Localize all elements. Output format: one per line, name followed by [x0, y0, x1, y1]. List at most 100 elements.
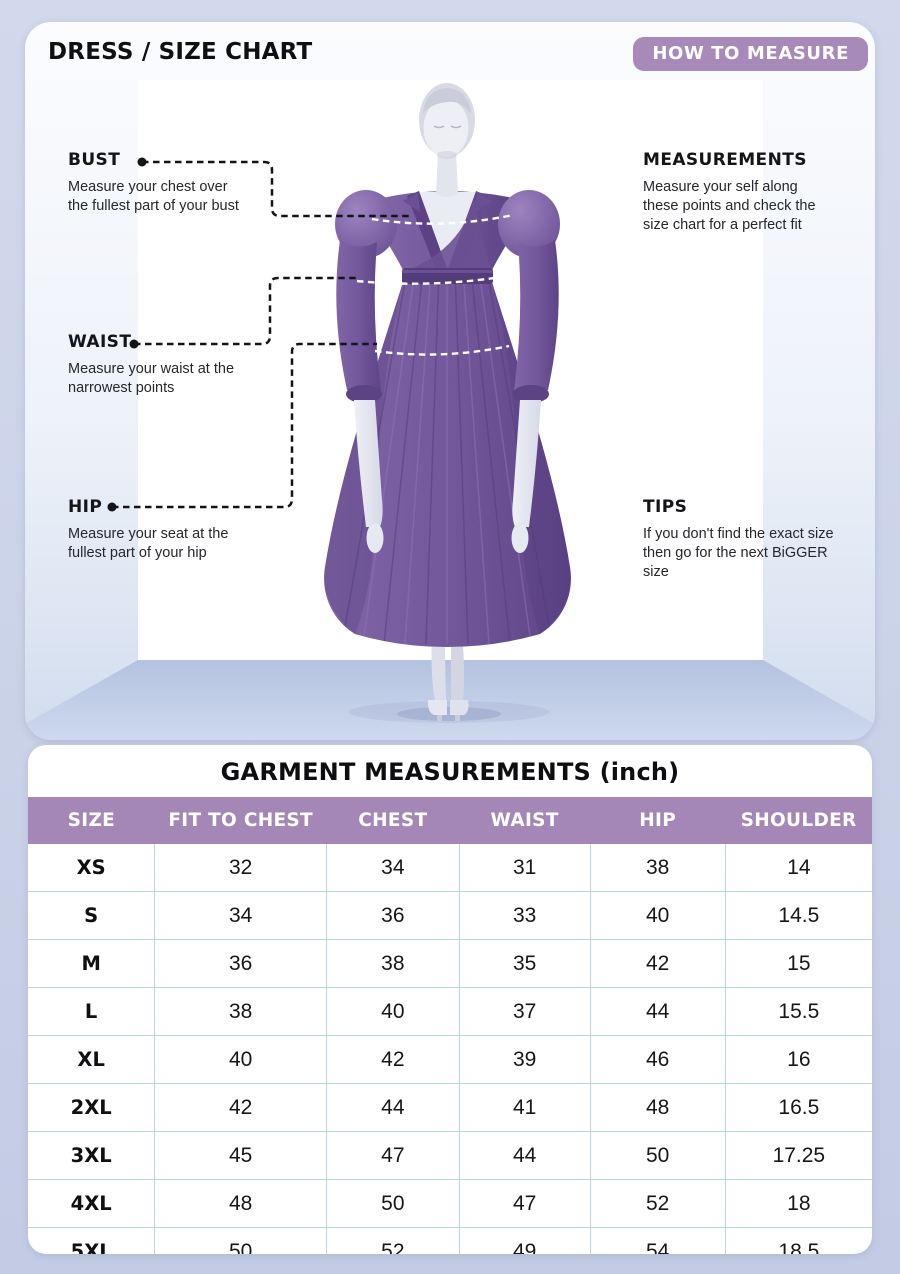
measurement-cell: 52 [326, 1227, 460, 1254]
measurement-cell: 16 [724, 1035, 872, 1084]
waist-connector [134, 276, 359, 346]
measurement-cell: 40 [326, 987, 460, 1036]
floor-shadow [397, 707, 501, 721]
measurement-cell: 14.5 [724, 891, 872, 940]
measurement-cell: 38 [154, 987, 328, 1036]
measurement-cell: 47 [326, 1131, 460, 1180]
mannequin-figure [324, 83, 571, 721]
measurement-cell: 44 [326, 1083, 460, 1132]
column-header: CHEST [326, 797, 460, 844]
measurement-cell: 45 [154, 1131, 328, 1180]
measurement-cell: 39 [458, 1035, 591, 1084]
callout-hip-description: Measure your seat at the fullest part of… [68, 526, 229, 562]
size-cell: XL [28, 1035, 156, 1084]
floor-shadow [349, 701, 549, 723]
measurement-cell: 15 [724, 939, 872, 988]
measurement-cell: 48 [589, 1083, 726, 1132]
size-cell: XS [28, 844, 156, 892]
measurement-cell: 44 [589, 987, 726, 1036]
measurement-cell: 17.25 [724, 1131, 872, 1180]
size-cell: M [28, 939, 156, 988]
measurement-cell: 14 [724, 844, 872, 892]
size-cell: S [28, 891, 156, 940]
measurement-cell: 47 [458, 1179, 591, 1228]
measurement-cell: 50 [154, 1227, 328, 1254]
table-row: 3XL 45 47 44 50 17.25 [28, 1131, 872, 1180]
measurement-cell: 41 [458, 1083, 591, 1132]
measurement-cell: 52 [589, 1179, 726, 1228]
measurement-cell: 40 [589, 891, 726, 940]
callout-measurements: MEASUREMENTS Measure your self along the… [643, 150, 835, 235]
measurement-cell: 44 [458, 1131, 591, 1180]
callout-bust-description: Measure your chest over the fullest part… [68, 179, 239, 215]
table-row: L 38 40 37 44 15.5 [28, 987, 872, 1036]
measurement-cell: 42 [154, 1083, 328, 1132]
measurement-cell: 46 [589, 1035, 726, 1084]
measurement-arcs [356, 213, 514, 356]
page-title: DRESS / SIZE CHART [48, 39, 313, 65]
column-header: SIZE [28, 797, 155, 844]
measurement-cell: 33 [458, 891, 591, 940]
measurement-cell: 36 [154, 939, 328, 988]
callout-connectors [112, 160, 409, 509]
table-row: 5XL 50 52 49 54 18.5 [28, 1227, 872, 1254]
column-header: FIT TO CHEST [154, 797, 327, 844]
measurement-cell: 42 [326, 1035, 460, 1084]
callout-bust: BUST Measure your chest over the fullest… [68, 150, 244, 216]
size-cell: 4XL [28, 1179, 156, 1228]
waist-arc [356, 275, 503, 285]
callout-measurements-description: Measure your self along these points and… [643, 179, 816, 234]
measurement-cell: 40 [154, 1035, 328, 1084]
measurement-cell: 35 [458, 939, 591, 988]
table-row: 2XL 42 44 41 48 16.5 [28, 1083, 872, 1132]
measurement-cell: 16.5 [724, 1083, 872, 1132]
measurement-cell: 50 [326, 1179, 460, 1228]
measurement-cell: 36 [326, 891, 460, 940]
connector-dots [107, 157, 147, 512]
measurement-cell: 54 [589, 1227, 726, 1254]
table-row: XL 40 42 39 46 16 [28, 1035, 872, 1084]
measurement-cell: 18.5 [724, 1227, 872, 1254]
measurement-cell: 31 [458, 844, 591, 892]
callout-measurements-label: MEASUREMENTS [643, 150, 807, 170]
bust-arc [371, 213, 514, 225]
size-table-card: GARMENT MEASUREMENTS (inch) SIZE FIT TO C… [28, 745, 872, 1254]
callout-hip: HIP Measure your seat at the fullest par… [68, 497, 244, 563]
measurement-cell: 42 [589, 939, 726, 988]
table-row: M 36 38 35 42 15 [28, 939, 872, 988]
measurement-cell: 48 [154, 1179, 328, 1228]
size-table: SIZE FIT TO CHEST CHEST WAIST HIP SHOULDER XS 3… [28, 797, 872, 1254]
size-cell: L [28, 987, 156, 1036]
how-to-measure-button[interactable]: HOW TO MEASURE [633, 37, 868, 71]
callout-hip-label: HIP [68, 497, 103, 517]
measurement-cell: 37 [458, 987, 591, 1036]
measurement-guide-card: DRESS / SIZE CHART HOW TO MEASURE BUST M… [25, 22, 875, 740]
size-cell: 2XL [28, 1083, 156, 1132]
callout-waist-description: Measure your waist at the narrowest poin… [68, 361, 235, 397]
callout-tips-description: If you don't find the exact size then go… [643, 526, 834, 581]
callout-bust-label: BUST [68, 150, 121, 170]
size-cell: 5XL [28, 1227, 156, 1254]
callout-tips: TIPS If you don't find the exact size th… [643, 497, 841, 582]
bust-connector [142, 160, 409, 218]
hip-connector [112, 342, 377, 509]
measurement-cell: 15.5 [724, 987, 872, 1036]
column-header: SHOULDER [725, 797, 872, 844]
table-row: 4XL 48 50 47 52 18 [28, 1179, 872, 1228]
hip-arc [374, 344, 510, 356]
callout-tips-label: TIPS [643, 497, 688, 517]
callout-waist-label: WAIST [68, 332, 132, 352]
column-header: WAIST [459, 797, 591, 844]
table-row: S 34 36 33 40 14.5 [28, 891, 872, 940]
measurement-cell: 38 [326, 939, 460, 988]
table-row: XS 32 34 31 38 14 [28, 844, 872, 892]
measurement-cell: 38 [589, 844, 726, 892]
measurement-cell: 34 [326, 844, 460, 892]
measurement-cell: 18 [724, 1179, 872, 1228]
measurement-cell: 32 [154, 844, 328, 892]
studio-scene [25, 22, 875, 740]
callout-waist: WAIST Measure your waist at the narrowes… [68, 332, 244, 398]
measurement-cell: 50 [589, 1131, 726, 1180]
table-title: GARMENT MEASUREMENTS (inch) [220, 758, 680, 786]
